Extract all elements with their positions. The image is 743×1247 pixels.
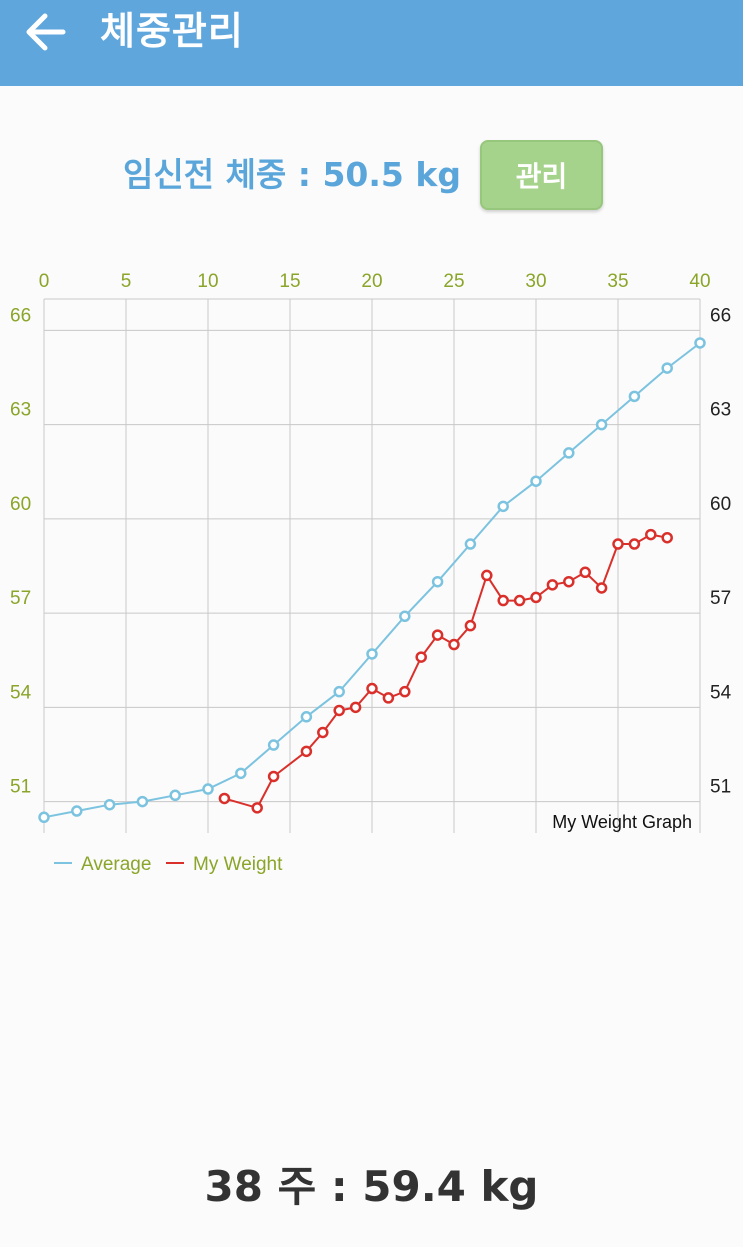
data-point — [267, 770, 280, 783]
x-tick-label: 10 — [197, 271, 218, 292]
data-point — [38, 811, 50, 824]
data-point — [595, 582, 608, 594]
x-tick-label: 25 — [443, 271, 464, 292]
data-point — [595, 418, 608, 431]
data-point — [497, 594, 509, 607]
series-line-my-weight — [224, 533, 668, 810]
data-point — [645, 528, 657, 541]
legend-label: Average — [81, 854, 151, 875]
data-point — [202, 783, 214, 795]
data-point — [481, 569, 493, 582]
data-point — [366, 682, 378, 695]
data-point — [399, 685, 411, 698]
data-point — [300, 745, 313, 758]
data-point — [333, 685, 345, 698]
data-point — [497, 500, 509, 513]
x-tick-label: 15 — [279, 271, 300, 292]
data-point — [628, 390, 641, 403]
y-tick-label-left: 54 — [10, 682, 32, 703]
data-point — [579, 566, 591, 579]
data-point — [464, 538, 477, 550]
weight-chart-container: 0 5 10 15 20 25 30 35 40 51 51 54 54 57 57 60 60 63 63 66 66… — [0, 255, 743, 895]
data-point — [661, 531, 673, 544]
y-tick-label-left: 60 — [10, 494, 31, 515]
y-tick-label-left: 66 — [10, 305, 31, 326]
y-tick-label-left: 63 — [10, 400, 31, 421]
app-bar: 체중관리 — [0, 0, 743, 86]
data-point — [546, 579, 559, 591]
current-weight: 38 주 : 59.4 kg — [204, 1162, 539, 1211]
arrow-left-icon — [26, 13, 66, 51]
chart-title: My Weight Graph — [552, 812, 692, 832]
y-tick-label-right: 54 — [710, 682, 732, 703]
weight-chart: 0 5 10 15 20 25 30 35 40 51 51 54 54 57 57 60 60 63 63 66 66… — [10, 271, 732, 875]
y-tick-label-right: 63 — [710, 400, 731, 421]
y-tick-label-right: 51 — [710, 777, 731, 798]
data-point — [530, 475, 542, 487]
data-point — [317, 726, 329, 739]
data-point — [513, 594, 526, 607]
data-point — [333, 704, 345, 717]
x-tick-label: 35 — [607, 271, 628, 292]
pre-pregnancy-weight: 임신전 체중 : 50.5 kg — [123, 155, 461, 194]
data-point — [300, 711, 313, 723]
data-point — [71, 805, 83, 817]
page-title: 체중관리 — [100, 9, 244, 53]
data-point — [103, 798, 116, 811]
legend-label: My Weight — [193, 854, 283, 875]
data-point — [563, 575, 575, 588]
data-point — [464, 619, 477, 632]
data-point — [661, 362, 673, 374]
y-tick-label-right: 60 — [710, 494, 731, 515]
data-point — [612, 538, 624, 550]
x-tick-label: 5 — [121, 271, 132, 292]
data-point — [349, 701, 362, 714]
data-point — [431, 629, 444, 641]
data-point — [235, 767, 247, 780]
data-point — [267, 739, 280, 751]
data-point — [169, 789, 181, 802]
data-point — [448, 638, 460, 651]
data-point — [694, 337, 706, 349]
data-point — [431, 575, 444, 588]
x-tick-label: 20 — [361, 271, 382, 292]
data-point — [136, 795, 149, 808]
back-button[interactable] — [14, 6, 76, 58]
data-point — [382, 692, 395, 704]
data-point — [251, 802, 263, 814]
y-tick-label-left: 57 — [10, 588, 31, 609]
data-point — [366, 648, 378, 660]
data-point — [530, 591, 542, 604]
y-tick-label-right: 66 — [710, 305, 731, 326]
data-point — [563, 447, 575, 459]
x-tick-label: 0 — [39, 271, 50, 292]
data-point — [399, 610, 411, 623]
manage-button[interactable]: 관리 — [480, 140, 603, 210]
y-tick-label-right: 57 — [710, 588, 731, 609]
data-point — [415, 651, 427, 663]
data-point — [628, 538, 641, 550]
data-point — [218, 792, 231, 805]
x-tick-label: 30 — [525, 271, 546, 292]
x-tick-label: 40 — [689, 271, 710, 292]
y-tick-label-left: 51 — [10, 777, 31, 798]
